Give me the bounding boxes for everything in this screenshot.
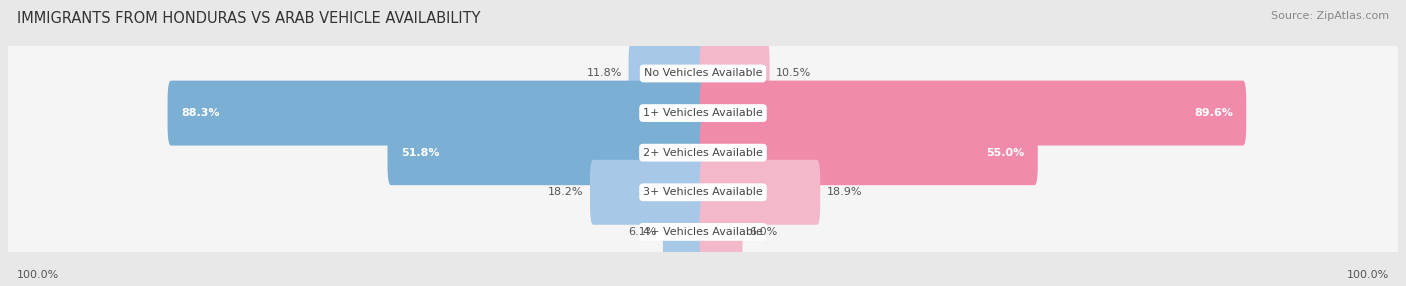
Text: 4+ Vehicles Available: 4+ Vehicles Available bbox=[643, 227, 763, 237]
Text: 55.0%: 55.0% bbox=[986, 148, 1025, 158]
FancyBboxPatch shape bbox=[8, 26, 1398, 121]
Text: 18.2%: 18.2% bbox=[548, 187, 583, 197]
Text: IMMIGRANTS FROM HONDURAS VS ARAB VEHICLE AVAILABILITY: IMMIGRANTS FROM HONDURAS VS ARAB VEHICLE… bbox=[17, 11, 481, 26]
FancyBboxPatch shape bbox=[700, 120, 1038, 185]
Text: 3+ Vehicles Available: 3+ Vehicles Available bbox=[643, 187, 763, 197]
Text: Source: ZipAtlas.com: Source: ZipAtlas.com bbox=[1271, 11, 1389, 21]
Text: No Vehicles Available: No Vehicles Available bbox=[644, 68, 762, 78]
Text: 100.0%: 100.0% bbox=[17, 270, 59, 280]
FancyBboxPatch shape bbox=[167, 81, 706, 146]
FancyBboxPatch shape bbox=[700, 81, 1246, 146]
FancyBboxPatch shape bbox=[388, 120, 706, 185]
FancyBboxPatch shape bbox=[8, 145, 1398, 240]
FancyBboxPatch shape bbox=[8, 184, 1398, 279]
FancyBboxPatch shape bbox=[628, 41, 706, 106]
FancyBboxPatch shape bbox=[662, 199, 706, 264]
FancyBboxPatch shape bbox=[8, 65, 1398, 161]
Text: 1+ Vehicles Available: 1+ Vehicles Available bbox=[643, 108, 763, 118]
Text: 88.3%: 88.3% bbox=[181, 108, 219, 118]
FancyBboxPatch shape bbox=[700, 160, 820, 225]
Text: 51.8%: 51.8% bbox=[401, 148, 440, 158]
Text: 100.0%: 100.0% bbox=[1347, 270, 1389, 280]
Text: 11.8%: 11.8% bbox=[586, 68, 621, 78]
Text: 18.9%: 18.9% bbox=[827, 187, 862, 197]
Text: 10.5%: 10.5% bbox=[776, 68, 811, 78]
FancyBboxPatch shape bbox=[700, 199, 742, 264]
Text: 2+ Vehicles Available: 2+ Vehicles Available bbox=[643, 148, 763, 158]
FancyBboxPatch shape bbox=[591, 160, 706, 225]
Text: 6.0%: 6.0% bbox=[749, 227, 778, 237]
FancyBboxPatch shape bbox=[8, 105, 1398, 200]
FancyBboxPatch shape bbox=[700, 41, 769, 106]
Text: 89.6%: 89.6% bbox=[1194, 108, 1233, 118]
Text: 6.1%: 6.1% bbox=[628, 227, 657, 237]
